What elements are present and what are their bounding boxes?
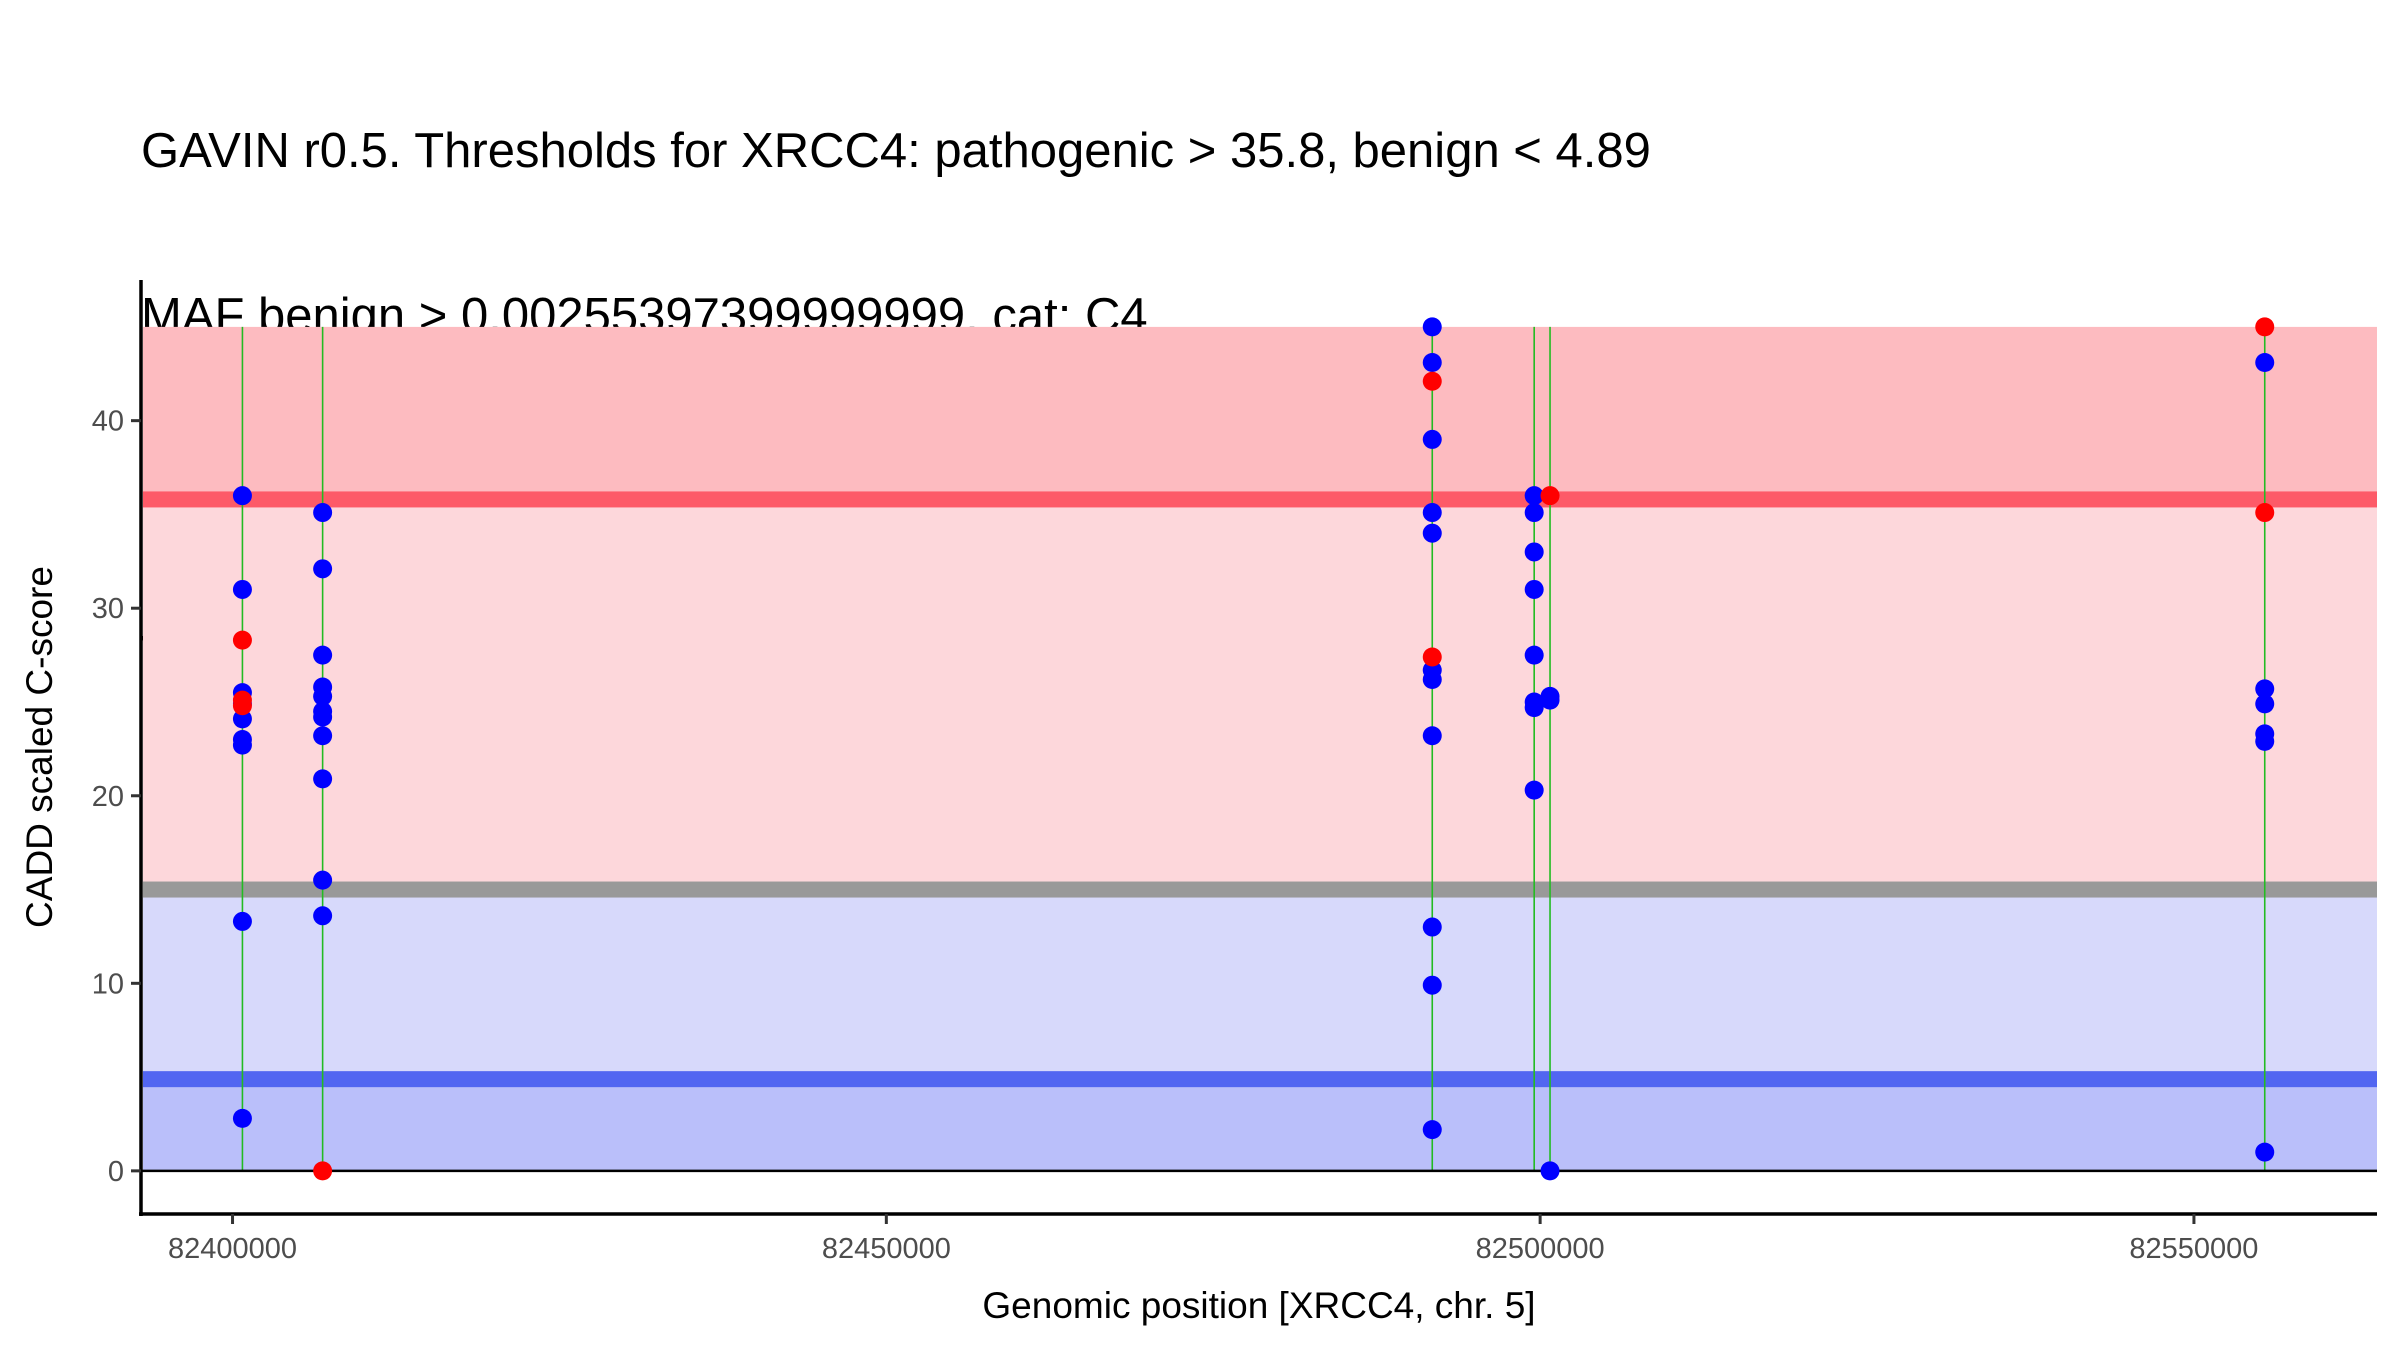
benign-zone-band: [143, 1079, 2377, 1171]
gnomad-point: [1422, 669, 1442, 689]
x-tick-label: 82400000: [168, 1233, 297, 1265]
gnomad-point: [232, 1108, 252, 1128]
fallback-benign-zone-band: [143, 889, 2377, 1080]
y-tick-label: 10: [92, 968, 124, 1000]
gnomad-point: [313, 726, 333, 746]
gnomad-point: [2255, 694, 2275, 714]
y-tick-label: 30: [92, 593, 124, 625]
fallback-pathogenic-zone-band: [143, 499, 2377, 890]
y-axis-title: CADD scaled C-score: [19, 566, 60, 928]
gnomad-point: [2255, 1142, 2275, 1162]
gnomad-point: [313, 645, 333, 665]
clinvar-point: [1540, 486, 1560, 506]
x-tick-label: 82550000: [2129, 1233, 2258, 1265]
gnomad-point: [232, 735, 252, 755]
gnomad-point: [313, 707, 333, 727]
gnomad-point: [1524, 780, 1544, 800]
bands-layer: [143, 326, 2377, 1171]
gnomad-point: [1524, 698, 1544, 718]
gnomad-point: [1524, 486, 1544, 506]
axes-layer: [139, 280, 2377, 1216]
thresholds-layer: [143, 491, 2377, 1088]
gnomad-point: [1422, 975, 1442, 995]
gnomad-point: [1540, 690, 1560, 710]
gnomad-point: [2255, 353, 2275, 373]
x-tick-label: 82450000: [822, 1233, 951, 1265]
clinvar-point: [1422, 371, 1442, 391]
pathogenic-threshold-line: [143, 491, 2377, 508]
gnomad-point: [1422, 523, 1442, 543]
gnomad-point: [313, 906, 333, 926]
clinvar-point: [1422, 647, 1442, 667]
gnomad-point: [1422, 726, 1442, 746]
clinvar-point: [232, 696, 252, 716]
gnomad-point: [313, 559, 333, 579]
gnomad-point: [1524, 579, 1544, 599]
gnomad-point: [1422, 317, 1442, 337]
x-axis-title: Genomic position [XRCC4, chr. 5]: [982, 1285, 1535, 1326]
gnomad-point: [232, 579, 252, 599]
gnomad-point: [1422, 503, 1442, 523]
x-tick-label: 82500000: [1476, 1233, 1605, 1265]
title-line-1: GAVIN r0.5. Thresholds for XRCC4: pathog…: [141, 124, 1651, 178]
clinvar-point: [2255, 503, 2275, 523]
gnomad-point: [313, 870, 333, 890]
clinvar-point: [232, 630, 252, 650]
clinvar-point: [2255, 317, 2275, 337]
exons-layer: [241, 326, 2266, 1171]
gnomad-point: [232, 911, 252, 931]
benign-threshold-line: [143, 1071, 2377, 1088]
gnomad-point: [2255, 679, 2275, 699]
ticks-layer: 0 10 20 30 40 82400000 82450000 82500000 8255000…: [92, 406, 2259, 1265]
gnomad-point: [1422, 429, 1442, 449]
gnomad-point: [1422, 917, 1442, 937]
gnomad-point: [232, 486, 252, 506]
gnomad-point: [1422, 353, 1442, 373]
gnomad-point: [2255, 731, 2275, 751]
points-layer: [232, 317, 2275, 1181]
gnomad-point: [313, 503, 333, 523]
gnomad-point: [1524, 645, 1544, 665]
gnomad-point: [313, 686, 333, 706]
y-tick-label: 20: [92, 781, 124, 813]
y-tick-label: 40: [92, 406, 124, 438]
gnomad-point: [1422, 1120, 1442, 1140]
y-tick-label: 0: [108, 1156, 124, 1188]
gnomad-point: [1524, 542, 1544, 562]
gnomad-point: [1524, 503, 1544, 523]
fallback-threshold-line: [143, 881, 2377, 898]
gnomad-point: [232, 709, 252, 729]
gnomad-point: [1540, 1161, 1560, 1181]
gnomad-point: [313, 769, 333, 789]
pathogenic-zone-band: [143, 326, 2377, 500]
clinvar-point: [313, 1161, 333, 1181]
